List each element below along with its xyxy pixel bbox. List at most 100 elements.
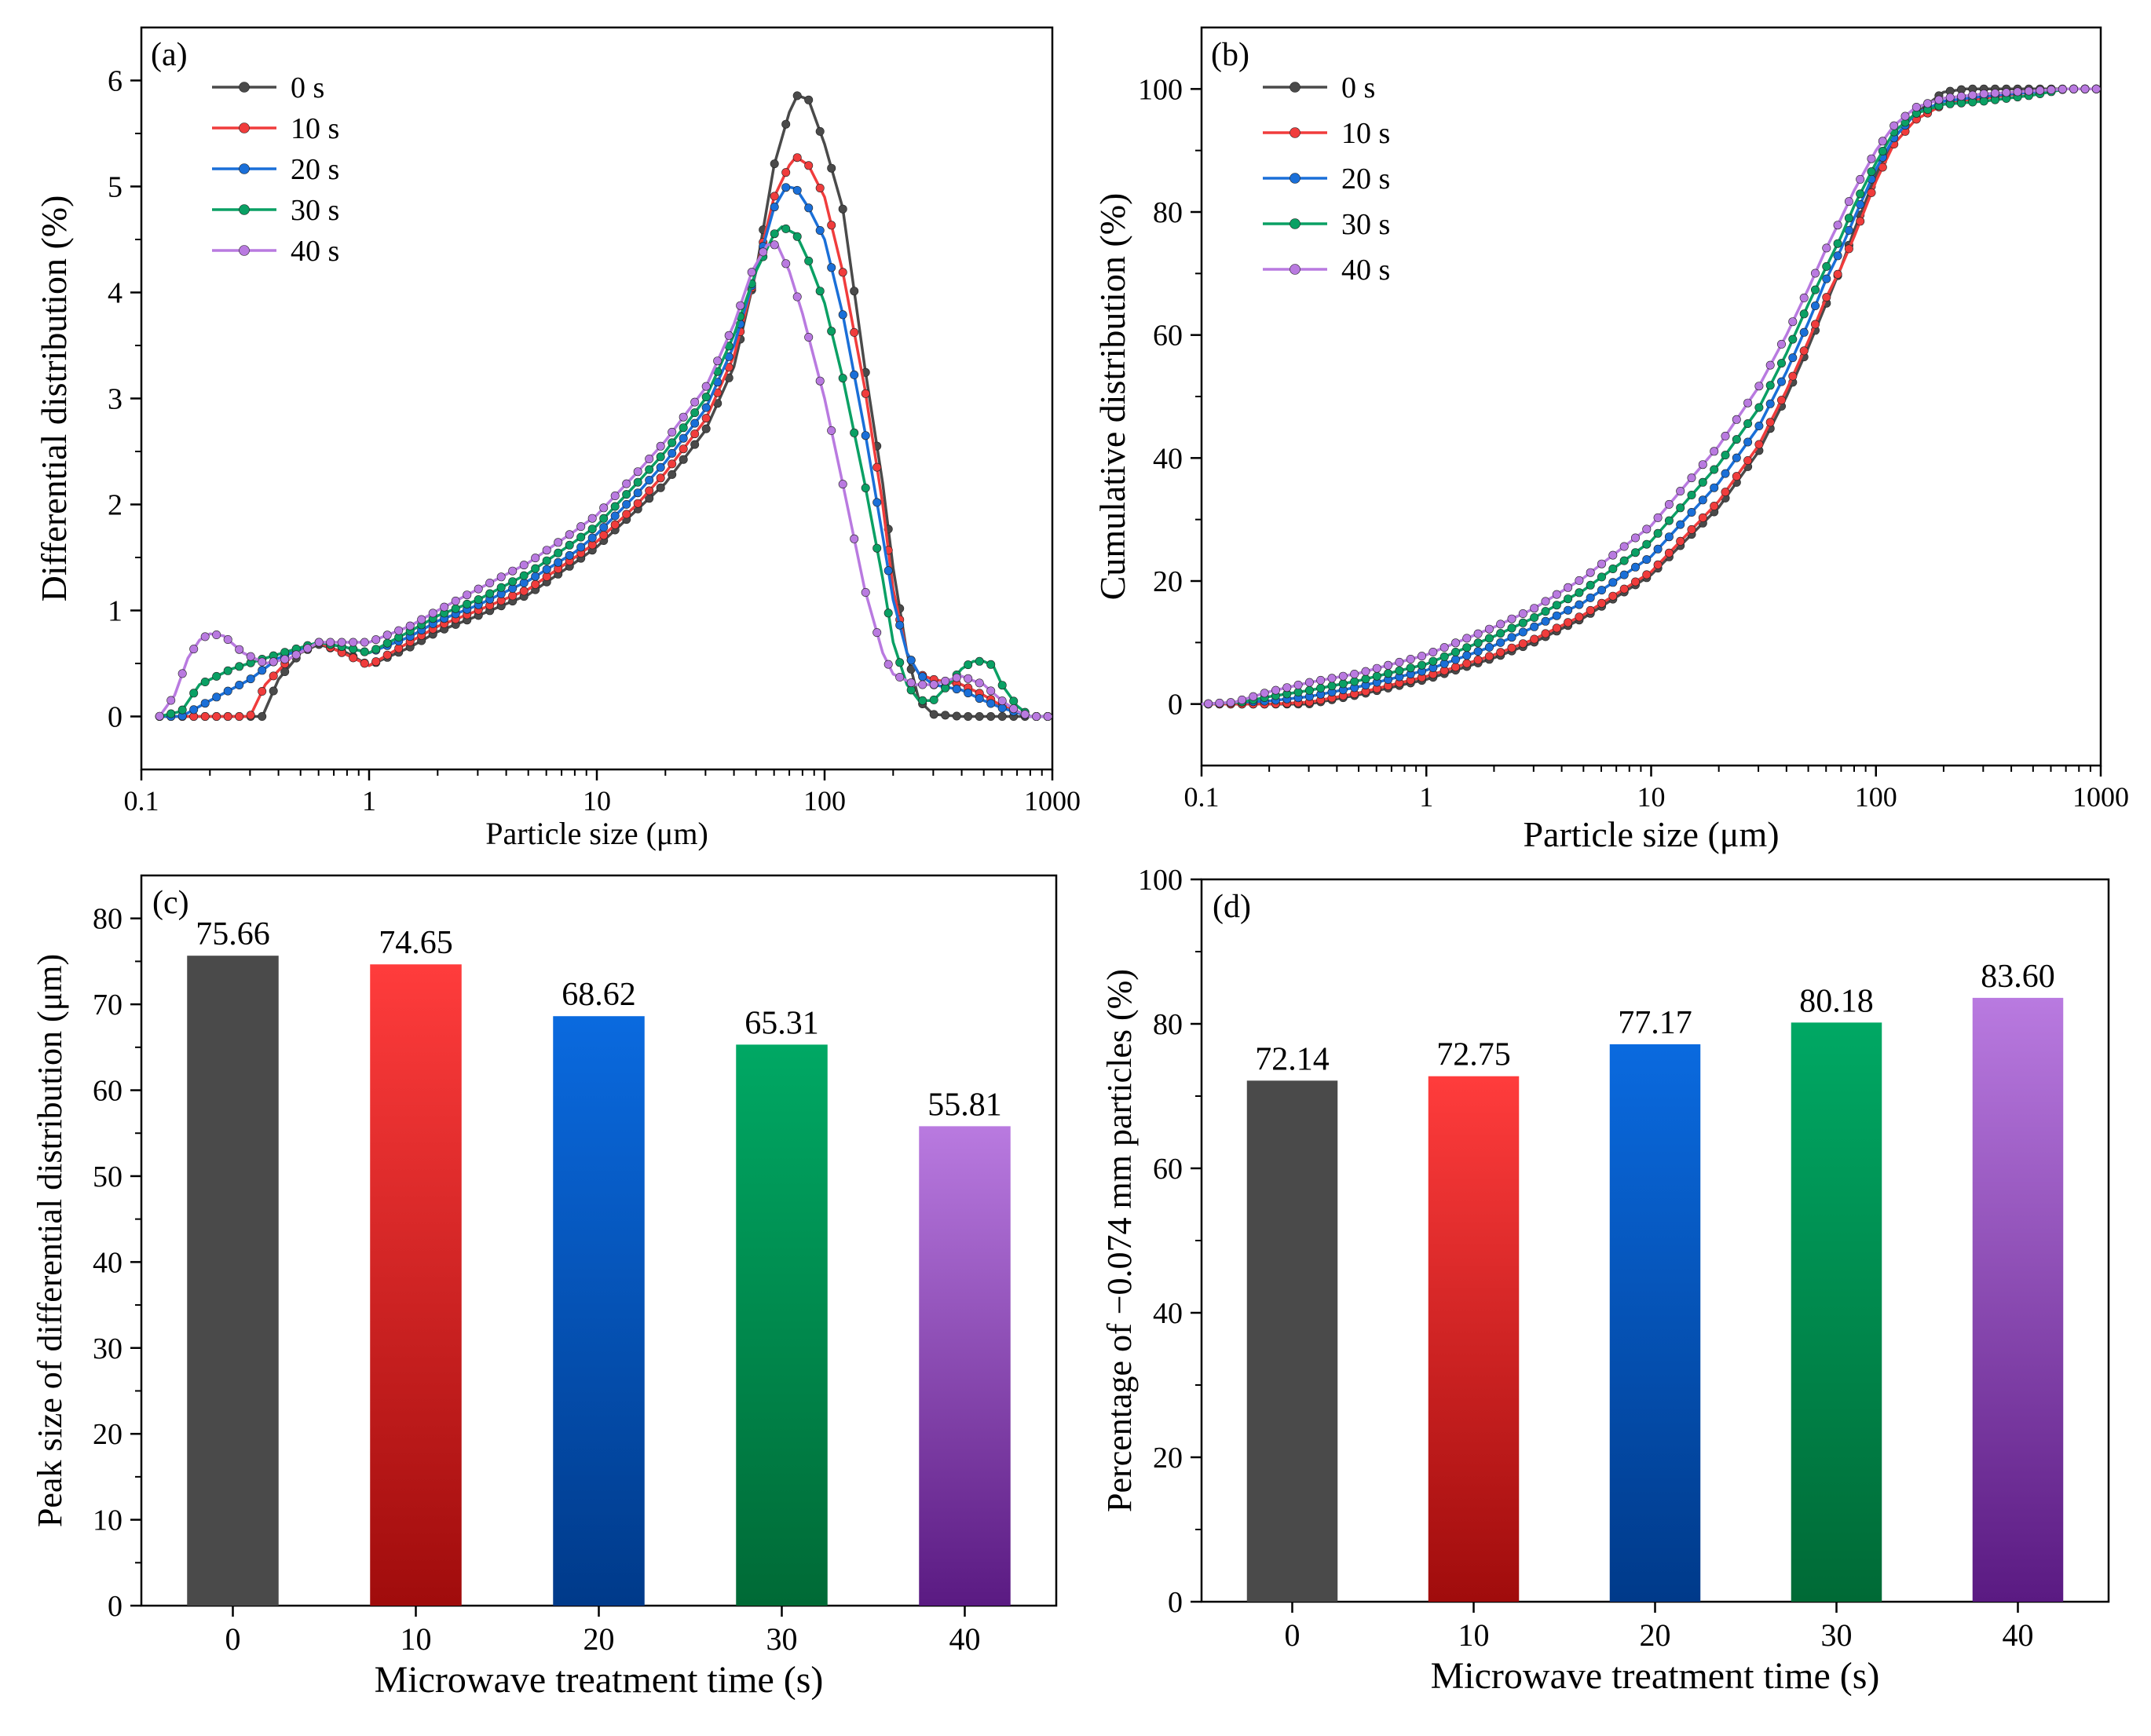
data-point — [1293, 680, 1303, 689]
data-point — [258, 711, 267, 721]
data-point — [1586, 605, 1595, 615]
data-point — [1530, 622, 1539, 631]
data-point — [1032, 711, 1041, 721]
data-point — [212, 693, 221, 702]
data-point — [1564, 605, 1573, 615]
data-point — [2091, 84, 2101, 93]
y-tick-label: 20 — [1153, 565, 1183, 598]
data-point — [1518, 609, 1527, 618]
data-point — [1676, 503, 1685, 513]
data-point — [485, 578, 495, 587]
data-point — [200, 711, 210, 721]
x-tick-label: 30 — [1821, 1617, 1853, 1653]
data-point — [827, 426, 836, 435]
data-point — [861, 587, 870, 597]
data-point — [496, 583, 506, 592]
data-point — [1608, 550, 1618, 560]
data-point — [212, 711, 221, 721]
data-point — [1653, 528, 1663, 538]
data-point — [1541, 616, 1550, 626]
data-point — [1664, 532, 1674, 542]
y-tick-label: 0 — [108, 701, 123, 734]
data-point — [235, 711, 244, 721]
panel-b: 0.1 1 10 100 1000 0 20 40 60 80 100 Particle size (… — [1092, 26, 2129, 854]
data-point — [519, 578, 529, 587]
bar-value-label: 72.75 — [1436, 1037, 1511, 1073]
data-point — [804, 332, 814, 342]
data-point — [1844, 197, 1853, 206]
data-point — [371, 635, 381, 645]
data-point — [827, 327, 836, 336]
data-point — [349, 653, 358, 663]
data-point — [360, 659, 369, 668]
data-point — [1822, 243, 1831, 253]
data-point — [1507, 623, 1516, 633]
data-point — [781, 224, 791, 233]
data-point — [1698, 460, 1707, 470]
data-point — [1822, 274, 1831, 283]
data-point — [610, 502, 620, 511]
data-point — [291, 650, 301, 660]
y-tick-label: 40 — [1153, 1297, 1183, 1330]
data-point — [1911, 103, 1921, 112]
data-point — [861, 431, 870, 440]
data-point — [1541, 629, 1550, 638]
data-point — [1777, 339, 1787, 349]
y-axis-label: Percentage of −0.074 mm particles (%) — [1100, 969, 1139, 1512]
data-point — [599, 513, 609, 523]
bar-20 — [553, 1016, 645, 1606]
data-point — [781, 259, 791, 269]
data-point — [633, 467, 642, 477]
data-point — [1304, 685, 1314, 695]
data-point — [360, 638, 369, 647]
data-point — [827, 163, 836, 173]
data-point — [1418, 652, 1427, 661]
data-point — [747, 268, 756, 277]
data-point — [656, 483, 665, 492]
data-point — [1754, 403, 1764, 412]
data-point — [246, 652, 255, 661]
data-point — [554, 548, 563, 557]
data-point — [1304, 678, 1314, 687]
data-point — [1215, 698, 1224, 707]
data-point — [1923, 99, 1933, 108]
data-point — [1395, 666, 1404, 675]
data-point — [815, 126, 825, 136]
data-point — [997, 711, 1007, 721]
data-point — [1484, 624, 1494, 634]
data-point — [1541, 597, 1550, 606]
data-point — [1991, 89, 2000, 98]
data-point — [781, 183, 791, 192]
data-point — [1575, 588, 1584, 598]
data-point — [1811, 320, 1820, 329]
data-point — [360, 647, 369, 656]
data-point — [1507, 643, 1516, 652]
data-point — [1811, 285, 1820, 294]
data-point — [371, 645, 381, 654]
data-point — [918, 680, 927, 689]
data-point — [975, 711, 984, 721]
y-tick-label: 50 — [93, 1160, 123, 1193]
x-tick-label: 100 — [1855, 781, 1897, 813]
data-point — [440, 602, 449, 612]
data-point — [838, 268, 847, 277]
data-point — [1822, 261, 1831, 271]
data-point — [565, 550, 574, 560]
data-point — [883, 566, 893, 576]
data-point — [1889, 121, 1899, 130]
data-point — [804, 95, 814, 104]
series-line — [159, 93, 1052, 718]
data-point — [1833, 251, 1842, 261]
data-point — [394, 626, 404, 635]
data-point — [1833, 269, 1842, 279]
data-point — [1856, 217, 1865, 226]
y-tick-label: 40 — [1153, 442, 1183, 475]
data-point — [701, 393, 711, 402]
data-point — [599, 523, 609, 532]
data-point — [622, 510, 631, 519]
data-point — [1765, 418, 1775, 427]
data-point — [872, 543, 882, 553]
data-point — [1664, 548, 1674, 557]
series-line — [1201, 87, 2101, 706]
data-point — [997, 704, 1007, 713]
